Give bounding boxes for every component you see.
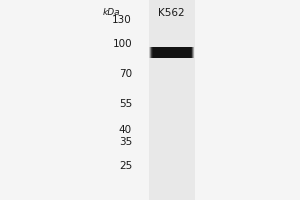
Bar (152, 46, 153, 58)
Bar (165, 46, 166, 58)
Bar (164, 46, 165, 58)
Bar (170, 46, 171, 58)
Bar (154, 46, 155, 58)
Bar (183, 46, 184, 58)
Bar (178, 46, 179, 58)
Bar (153, 46, 154, 58)
Bar (168, 46, 169, 58)
Bar (189, 46, 190, 58)
Text: 35: 35 (119, 137, 132, 147)
Bar (186, 46, 187, 58)
Bar (182, 46, 183, 58)
Text: 40: 40 (119, 125, 132, 135)
Bar (172, 46, 173, 58)
Bar (160, 46, 161, 58)
Bar (181, 46, 182, 58)
Bar (159, 46, 160, 58)
Bar (177, 46, 178, 58)
Text: 70: 70 (119, 69, 132, 79)
Text: 25: 25 (119, 161, 132, 171)
Bar (188, 46, 189, 58)
Bar (148, 46, 149, 58)
Bar (157, 46, 158, 58)
Bar (158, 46, 159, 58)
Text: 55: 55 (119, 99, 132, 109)
Bar (171, 46, 172, 58)
Bar (166, 46, 167, 58)
Text: kDa: kDa (102, 8, 120, 17)
Bar (185, 46, 186, 58)
Bar (191, 46, 192, 58)
Bar (190, 46, 191, 58)
Bar (180, 46, 181, 58)
Text: K562: K562 (158, 8, 185, 18)
Bar (192, 46, 193, 58)
Text: 100: 100 (112, 39, 132, 49)
Bar (149, 46, 150, 58)
Bar (169, 46, 170, 58)
Bar (187, 46, 188, 58)
Bar (176, 46, 177, 58)
Bar (150, 46, 151, 58)
Bar (167, 46, 168, 58)
Bar (174, 46, 175, 58)
Bar (163, 46, 164, 58)
Bar (155, 46, 156, 58)
Bar (193, 46, 194, 58)
Bar (151, 46, 152, 58)
Text: 130: 130 (112, 15, 132, 25)
Bar (148, 0, 195, 200)
Bar (184, 46, 185, 58)
Bar (156, 46, 157, 58)
Bar (161, 46, 162, 58)
Bar (179, 46, 180, 58)
Bar (162, 46, 163, 58)
Bar (173, 46, 174, 58)
